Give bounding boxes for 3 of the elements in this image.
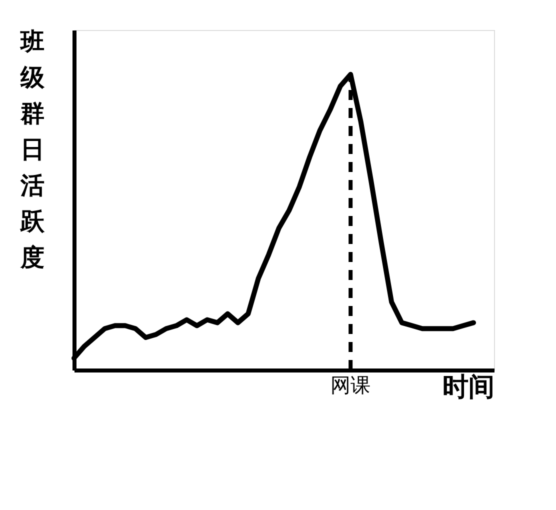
x-axis-title: 时间 <box>442 372 494 402</box>
text: 网课 <box>330 373 371 397</box>
y-axis-title: 班级群日活跃度 <box>20 28 46 272</box>
